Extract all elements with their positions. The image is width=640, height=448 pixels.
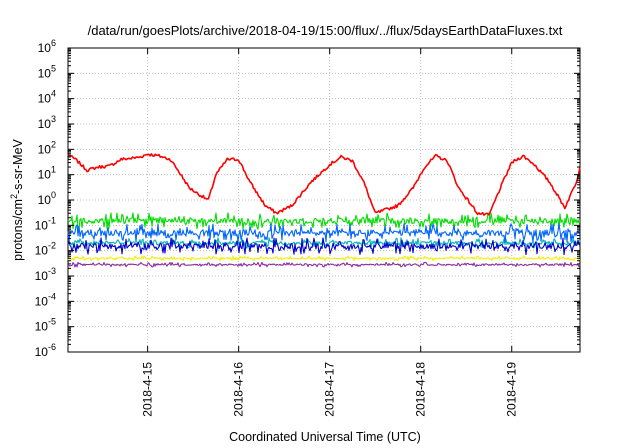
y-axis-label-main: protons/cm: [11, 199, 25, 261]
y-tick-base: 10: [35, 244, 49, 258]
y-tick-exponent: -4: [48, 291, 56, 301]
y-tick-exponent: 6: [51, 38, 56, 48]
y-tick-exponent: 0: [51, 190, 56, 200]
y-axis-label-sup: 2: [9, 194, 19, 199]
y-tick-base: 10: [35, 269, 49, 283]
x-tick-labels: 2018-4-15 2018-4-16 2018-4-17 2018-4-18 2018…: [141, 362, 519, 417]
y-tick-base: 10: [38, 92, 52, 106]
y-tick-exponent: -2: [48, 241, 56, 251]
y-tick-label: 10-1: [35, 215, 56, 232]
y-tick-exponent: 1: [51, 165, 56, 175]
y-tick-exponent: 5: [51, 63, 56, 73]
y-tick-label: 10-2: [35, 241, 56, 258]
y-tick-base: 10: [38, 41, 52, 55]
x-tick-label: 2018-4-18: [414, 362, 428, 417]
y-tick-label: 102: [38, 139, 56, 156]
series-layer: [67, 153, 581, 268]
x-tick-label: 2018-4-19: [505, 362, 519, 417]
y-tick-base: 10: [38, 117, 52, 131]
y-tick-exponent: 3: [51, 114, 56, 124]
y-tick-label: 10-6: [35, 342, 56, 359]
y-axis-label: protons/cm2-s-sr-MeV: [9, 138, 25, 260]
y-tick-base: 10: [38, 142, 52, 156]
y-tick-label: 101: [38, 165, 56, 182]
y-tick-label: 105: [38, 63, 56, 80]
x-tick-label: 2018-4-17: [323, 362, 337, 417]
y-tick-base: 10: [38, 168, 52, 182]
y-tick-exponent: -6: [48, 342, 56, 352]
y-tick-label: 103: [38, 114, 56, 131]
y-tick-base: 10: [35, 320, 49, 334]
y-tick-label: 100: [38, 190, 56, 207]
y-tick-exponent: -3: [48, 266, 56, 276]
axis-ticks: [68, 47, 580, 353]
y-tick-label: 106: [38, 38, 56, 55]
y-tick-label: 10-3: [35, 266, 56, 283]
y-tick-label: 104: [38, 89, 56, 106]
x-tick-label: 2018-4-15: [141, 362, 155, 417]
y-tick-base: 10: [35, 294, 49, 308]
y-tick-base: 10: [38, 66, 52, 80]
y-axis-label-tail: -s-sr-MeV: [11, 138, 25, 194]
x-axis-label: Coordinated Universal Time (UTC): [229, 430, 421, 444]
y-tick-exponent: -5: [48, 317, 56, 327]
x-tick-label: 2018-4-16: [232, 362, 246, 417]
y-tick-label: 10-4: [35, 291, 56, 308]
series-line: [67, 212, 581, 230]
y-tick-base: 10: [35, 218, 49, 232]
y-tick-label: 10-5: [35, 317, 56, 334]
grid-lines: [68, 48, 580, 352]
series-line: [67, 223, 581, 243]
series-line: [67, 261, 581, 268]
y-tick-base: 10: [38, 193, 52, 207]
y-tick-exponent: 2: [51, 139, 56, 149]
series-line: [67, 153, 581, 216]
y-tick-labels: 10-610-510-410-310-210-11001011021031041…: [35, 38, 56, 359]
y-tick-base: 10: [35, 345, 49, 359]
chart-title: /data/run/goesPlots/archive/2018-04-19/1…: [88, 23, 563, 38]
series-line: [67, 255, 581, 262]
y-tick-exponent: -1: [48, 215, 56, 225]
y-tick-exponent: 4: [51, 89, 56, 99]
series-line: [67, 237, 581, 256]
